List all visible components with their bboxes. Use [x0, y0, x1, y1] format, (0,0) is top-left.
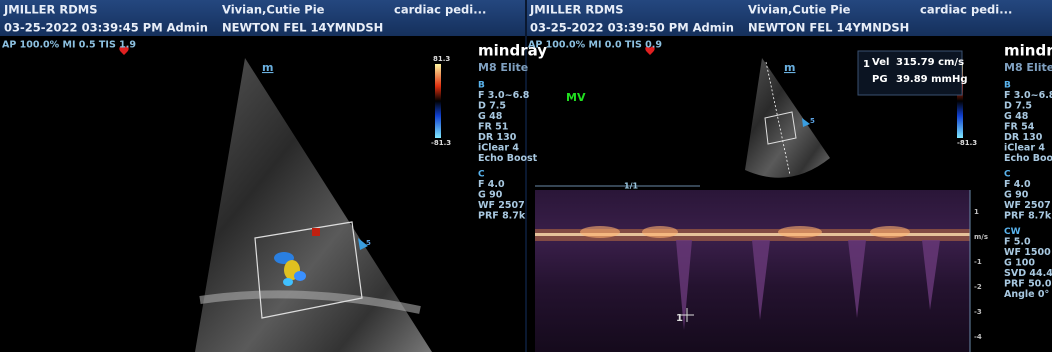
param: G 48 [478, 111, 503, 122]
param: WF 1500 [1004, 247, 1051, 258]
param-heading: B [478, 81, 485, 91]
velocity-label: -1 [974, 258, 982, 266]
param: FR 54 [1004, 122, 1035, 133]
param-heading: C [1004, 170, 1011, 180]
param-heading: CW [1004, 227, 1021, 237]
param-heading: B [1004, 81, 1011, 91]
datetime: 03-25-2022 03:39:45 PM Admin [4, 21, 208, 35]
param: iClear 4 [1004, 143, 1045, 154]
patient: Vivian,Cutie Pie [748, 3, 851, 17]
param: Echo Boost [1004, 153, 1052, 164]
patient: Vivian,Cutie Pie [222, 3, 325, 17]
model: M8 Elite [478, 61, 528, 74]
param: SVD 44.4 [1004, 268, 1052, 279]
colorbar [435, 64, 441, 138]
brand: mindray [1004, 42, 1052, 60]
spectral-doppler [535, 190, 970, 352]
operator: JMILLER RDMS [529, 3, 624, 17]
param: G 90 [478, 190, 503, 201]
param: iClear 4 [478, 143, 519, 154]
param: D 7.5 [478, 101, 506, 112]
institution: NEWTON FEL 14YMNDSH [222, 21, 383, 35]
colorbar-min: -81.3 [957, 139, 977, 147]
param: F 3.0~6.8 [478, 90, 530, 101]
measurement-index: 1 [863, 59, 870, 70]
param: F 5.0 [1004, 237, 1031, 248]
cursor-label: 1 [676, 313, 683, 324]
param: Echo Boost [478, 153, 538, 164]
status: AP 100.0% MI 0.0 TIS 0.9 [528, 40, 662, 51]
measurement-value: 39.89 mmHg [896, 74, 967, 85]
param: D 7.5 [1004, 101, 1032, 112]
param: PRF 8.7k [478, 211, 526, 222]
institution: NEWTON FEL 14YMNDSH [748, 21, 909, 35]
sector-image [745, 58, 830, 178]
measurement-name: Vel [872, 57, 889, 68]
param: DR 130 [1004, 132, 1043, 143]
velocity-label: m/s [974, 233, 988, 241]
param: FR 51 [478, 122, 508, 133]
param: F 4.0 [1004, 179, 1031, 190]
measurement-value: 315.79 cm/s [896, 57, 964, 68]
scale-top: 1/1 [624, 182, 638, 191]
param: Angle 0° [1004, 289, 1049, 300]
param: WF 2507 [1004, 200, 1051, 211]
colorbar-min: -81.3 [431, 139, 451, 147]
param: F 4.0 [478, 179, 505, 190]
param: DR 130 [478, 132, 517, 143]
datetime: 03-25-2022 03:39:50 PM Admin [530, 21, 734, 35]
focus-mark: 5 [810, 117, 815, 125]
focus-mark: 5 [366, 239, 371, 247]
param: F 3.0~6.8 [1004, 90, 1052, 101]
velocity-label: 1 [974, 208, 979, 216]
param: PRF 8.7k [1004, 211, 1052, 222]
param-heading: C [478, 170, 485, 180]
param: WF 2507 [478, 200, 525, 211]
operator: JMILLER RDMS [3, 3, 98, 17]
param: PRF 50.0k [1004, 279, 1052, 290]
model: M8 Elite [1004, 61, 1052, 74]
colorbar-max: 81.3 [433, 55, 450, 63]
param: G 48 [1004, 111, 1029, 122]
status: AP 100.0% MI 0.5 TIS 1.9 [2, 40, 136, 51]
preset: cardiac pedi... [394, 3, 486, 17]
param: G 100 [1004, 258, 1035, 269]
velocity-label: -4 [974, 333, 982, 341]
screen: JMILLER RDMS Vivian,Cutie Pie cardiac pedi… [0, 0, 1052, 352]
measurement-name: PG [872, 74, 888, 85]
preset: cardiac pedi... [920, 3, 1012, 17]
param: G 90 [1004, 190, 1029, 201]
velocity-label: -3 [974, 308, 982, 316]
velocity-label: -2 [974, 283, 982, 291]
probe-mark: m [784, 61, 795, 74]
focus-arrow [802, 118, 810, 127]
view-label: MV [566, 91, 586, 104]
probe-mark: m [262, 61, 273, 74]
